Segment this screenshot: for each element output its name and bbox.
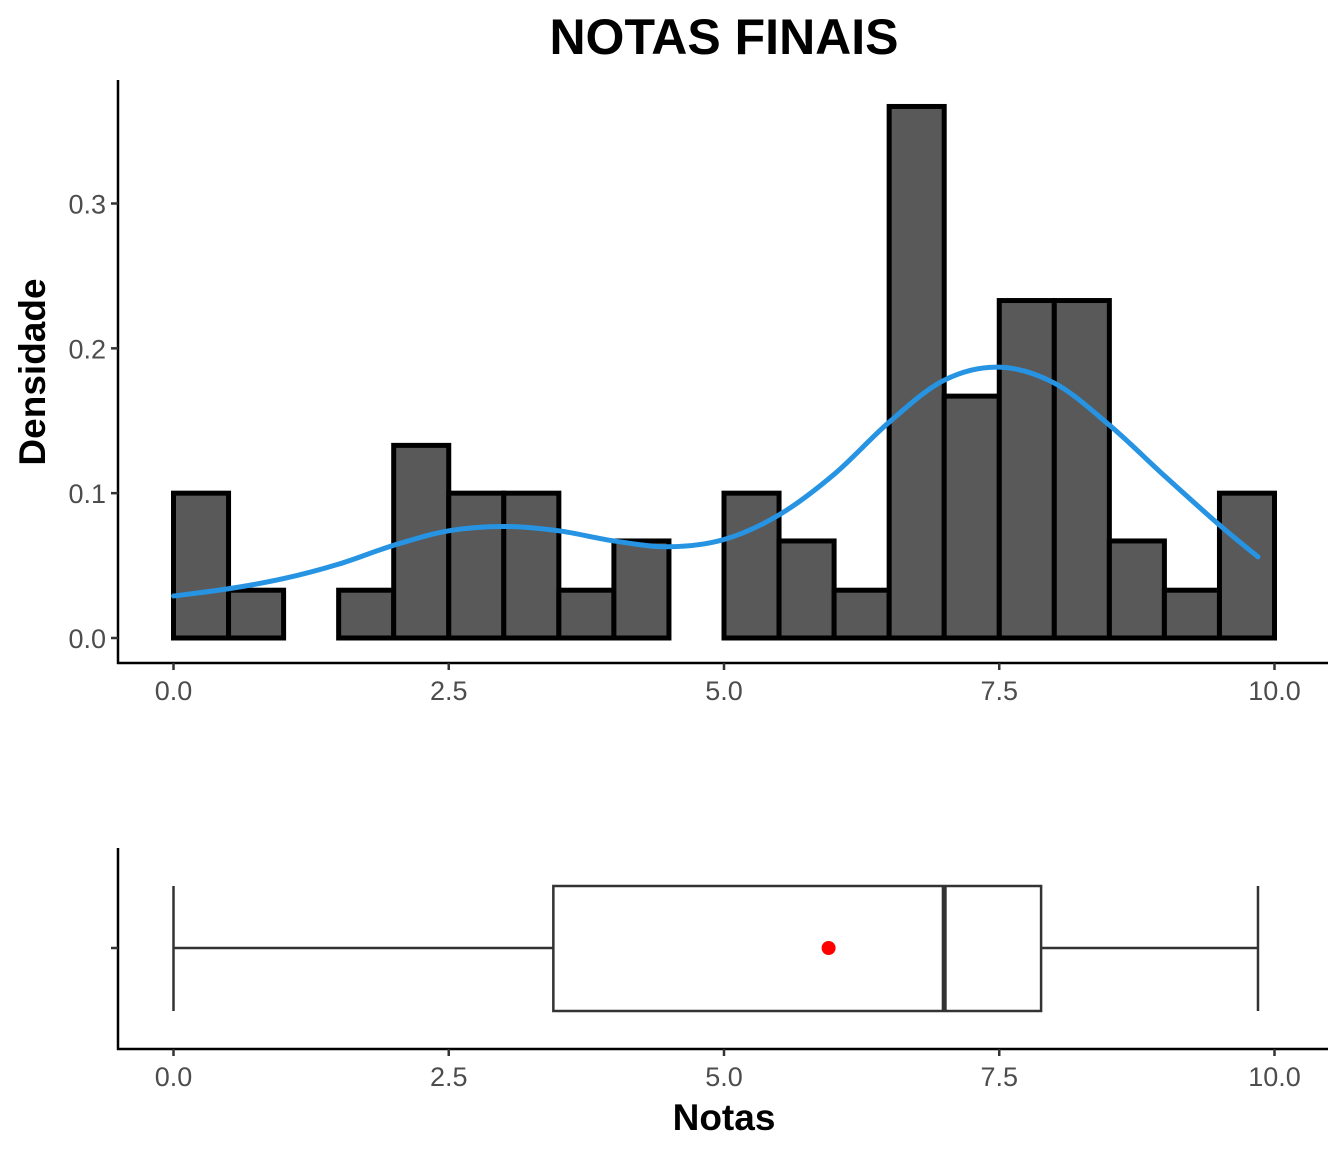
density-curve: [171, 364, 1261, 599]
boxplot-axes: 0.0 2.5 5.0 7.5 10.0: [111, 848, 1328, 1092]
histogram-bar-17: [1106, 538, 1167, 641]
y-tick-label-3: 0.3: [68, 190, 106, 220]
histogram-bar-19: [1216, 490, 1277, 641]
histogram-axes: 0.0 0.1 0.2 0.3 0.0 2.5 5.0 7.5 10.0: [68, 80, 1328, 706]
histogram-panel: 0.0 0.1 0.2 0.3 0.0 2.5 5.0 7.5 10.0: [68, 80, 1328, 706]
histogram-bar-18: [1161, 587, 1222, 641]
mean-point: [821, 941, 836, 955]
histogram-bar-11: [776, 538, 837, 641]
histogram-bar-10: [721, 490, 782, 641]
x-tick-label-top-0: 0.0: [155, 676, 193, 706]
histogram-bar-5: [446, 490, 507, 641]
x-tick-label-bottom-2: 5.0: [705, 1062, 743, 1092]
y-tick-label-1: 0.1: [68, 479, 106, 509]
histogram-bar-16: [1051, 298, 1112, 641]
x-tick-label-bottom-4: 10.0: [1248, 1062, 1301, 1092]
x-tick-label-top-3: 7.5: [980, 676, 1018, 706]
x-tick-label-top-2: 5.0: [705, 676, 743, 706]
histogram-bar-12: [831, 587, 892, 641]
iqr-box: [552, 884, 1043, 1013]
histogram-bar-13: [886, 103, 947, 641]
x-axis-title: Notas: [673, 1097, 776, 1138]
histogram-bar-1: [226, 587, 287, 641]
x-tick-label-bottom-3: 7.5: [980, 1062, 1018, 1092]
histogram-bars: [171, 103, 1277, 641]
histogram-bar-15: [996, 298, 1057, 641]
histogram-bar-7: [556, 587, 617, 641]
y-tick-label-2: 0.2: [68, 334, 106, 364]
boxplot-panel: 0.0 2.5 5.0 7.5 10.0: [111, 848, 1328, 1092]
histogram-bar-8: [611, 538, 672, 641]
histogram-bar-0: [171, 490, 232, 641]
histogram-bar-6: [501, 490, 562, 641]
histogram-bar-3: [336, 587, 397, 641]
boxplot-marks: [172, 884, 1260, 1013]
x-tick-label-top-1: 2.5: [430, 676, 468, 706]
x-tick-label-bottom-0: 0.0: [155, 1062, 193, 1092]
x-tick-label-bottom-1: 2.5: [430, 1062, 468, 1092]
chart-title: NOTAS FINAIS: [549, 9, 898, 65]
y-tick-label-0: 0.0: [68, 624, 106, 654]
y-axis-title: Densidade: [12, 278, 53, 465]
histogram-bar-14: [941, 393, 1002, 641]
x-tick-label-top-4: 10.0: [1248, 676, 1301, 706]
